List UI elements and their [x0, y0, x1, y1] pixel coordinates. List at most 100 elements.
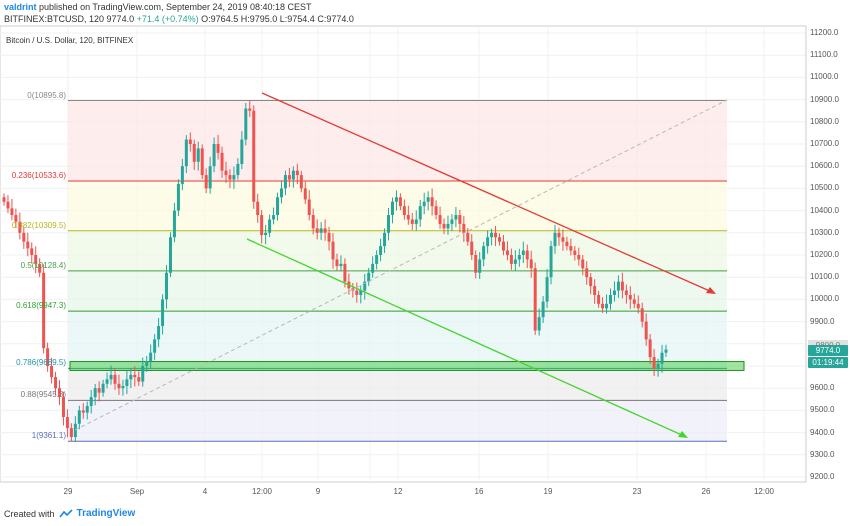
candle-body — [272, 215, 276, 220]
candle-body — [605, 303, 609, 309]
candle-body — [601, 303, 605, 309]
author-name[interactable]: valdrint — [4, 2, 37, 12]
time-tick-label: 9 — [315, 487, 321, 496]
tradingview-brand[interactable]: TradingView — [76, 508, 136, 519]
candle-body — [10, 208, 14, 216]
fib-level-label: 0.236(10533.6) — [11, 170, 66, 180]
candle-body — [616, 281, 620, 291]
candle-body — [624, 290, 628, 295]
fib-level-label: 1(9361.1) — [31, 431, 66, 441]
candle-body — [462, 223, 466, 233]
red-arrow-head — [706, 287, 716, 294]
candle-body — [359, 290, 363, 295]
candle-body — [394, 197, 398, 202]
chart-header-user: valdrint published on TradingView.com, S… — [4, 2, 312, 12]
candle-body — [410, 219, 414, 224]
candle-body — [549, 246, 553, 278]
candle-body — [494, 232, 498, 238]
candle-body — [418, 206, 422, 220]
candle-body — [268, 219, 272, 233]
candle-body — [109, 374, 113, 380]
candle-body — [398, 197, 402, 207]
candle-body — [81, 410, 85, 413]
candle-body — [533, 268, 537, 331]
candle-body — [509, 255, 513, 264]
candle-body — [581, 259, 585, 269]
fib-band — [68, 368, 727, 401]
candle-body — [129, 374, 133, 380]
candle-body — [367, 272, 371, 282]
candle-body — [609, 294, 613, 304]
candle-body — [30, 248, 34, 255]
fib-band — [68, 270, 727, 312]
candle-body — [299, 175, 303, 189]
price-tick-label: 9900.0 — [810, 316, 835, 326]
candle-body — [490, 232, 494, 238]
candle-body — [597, 294, 601, 304]
candle-body — [161, 299, 165, 327]
candle-body — [101, 383, 105, 393]
fib-band — [68, 230, 727, 271]
candle-body — [89, 397, 93, 406]
low-value: 9754.4 — [287, 14, 315, 24]
candle-body — [57, 388, 61, 398]
candle-body — [513, 259, 517, 264]
price-tick-label: 10100.0 — [810, 272, 839, 282]
candle-body — [6, 201, 10, 209]
downtrend-support-line — [246, 238, 685, 437]
candle-body — [204, 175, 208, 189]
candle-body — [26, 241, 30, 249]
candle-body — [224, 170, 228, 176]
candle-body — [295, 170, 299, 176]
candle-body — [371, 263, 375, 273]
candle-body — [117, 383, 121, 389]
candle-body — [244, 108, 248, 140]
candle-body — [228, 175, 232, 180]
candle-body — [180, 166, 184, 184]
fib-band — [68, 180, 727, 231]
candle-body — [22, 232, 26, 242]
created-with-text: Created with — [4, 508, 55, 519]
candle-body — [125, 379, 129, 386]
candle-body — [640, 308, 644, 322]
candle-body — [430, 197, 434, 207]
candle-body — [664, 349, 668, 353]
candle-body — [335, 259, 339, 267]
candle-body — [208, 166, 212, 189]
candle-body — [656, 363, 660, 369]
candle-body — [501, 241, 505, 251]
candle-body — [390, 201, 394, 216]
candle-body — [577, 255, 581, 260]
candle-body — [387, 215, 391, 233]
time-tick-label: 12 — [393, 487, 403, 496]
price-tick-label: 10900.0 — [810, 94, 839, 104]
candle-body — [648, 339, 652, 358]
time-tick-label: 12:00 — [753, 487, 775, 496]
candle-body — [466, 232, 470, 242]
candle-body — [486, 237, 490, 247]
footer: Created with TradingView — [4, 508, 135, 519]
candle-body — [498, 237, 502, 242]
candle-body — [236, 163, 240, 176]
green-arrow-head — [678, 431, 688, 438]
price-tick-label: 11000.0 — [810, 72, 839, 82]
price-tick-label: 9200.0 — [810, 472, 835, 481]
time-tick-label: 23 — [632, 487, 642, 496]
candle-body — [18, 221, 22, 233]
fib-band — [68, 311, 727, 369]
candle-body — [168, 237, 172, 273]
candle-body — [636, 303, 640, 309]
price-tick-label: 10800.0 — [810, 116, 839, 126]
candle-body — [291, 170, 295, 180]
candle-body — [438, 215, 442, 224]
candle-body — [248, 108, 252, 111]
candle-body — [505, 250, 509, 255]
candle-body — [406, 215, 410, 220]
price-tick-label: 10700.0 — [810, 139, 839, 148]
candle-body — [14, 215, 18, 222]
price-tick-label: 10200.0 — [810, 250, 839, 259]
candle-body — [192, 144, 196, 162]
candle-body — [42, 272, 46, 349]
downtrend-resistance-line — [261, 92, 713, 293]
